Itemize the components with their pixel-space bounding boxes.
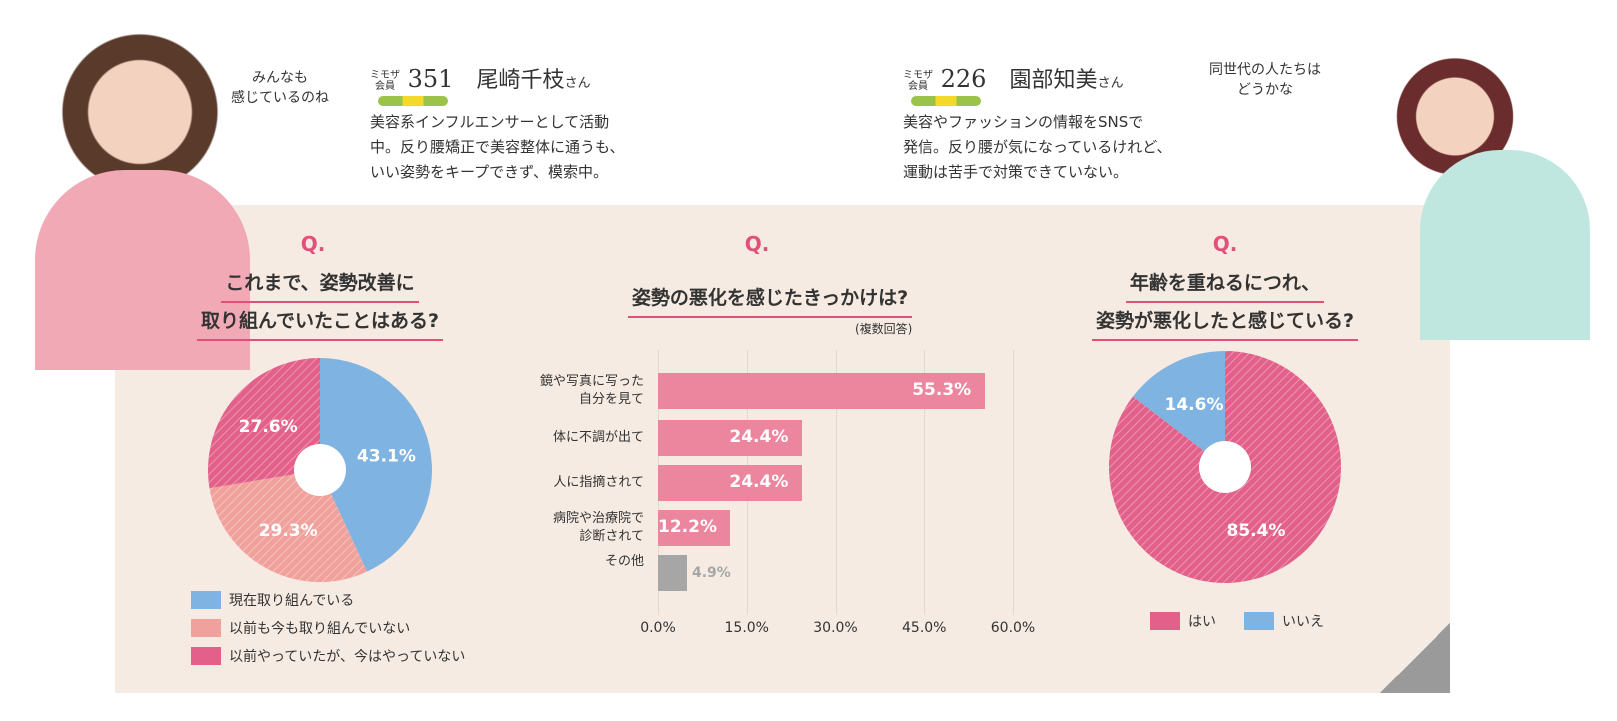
legend-item: 現在取り組んでいる xyxy=(191,590,465,610)
member-name: 園部知美さん xyxy=(1009,68,1124,93)
q3-marker: Q. xyxy=(1212,232,1238,256)
pie-value-label: 85.4% xyxy=(1227,521,1286,541)
q2-bar-chart: 0.0% 15.0% 30.0% 45.0% 60.0% 55.3% 鏡や写真に写った 自分を… xyxy=(480,350,1060,650)
legend-item: 以前も今も取り組んでいない xyxy=(191,618,465,638)
gridline xyxy=(1013,350,1014,615)
pie-center-hole xyxy=(294,444,346,496)
bar xyxy=(658,555,687,591)
category-label: 病院や治療院で 診断されて xyxy=(552,511,644,544)
bubble-line: みんなも xyxy=(252,70,308,86)
q1-marker: Q. xyxy=(300,232,326,256)
legend-swatch xyxy=(1244,612,1274,630)
legend-swatch xyxy=(191,619,221,637)
left-member-desc: 美容系インフルエンサーとして活動 中。反り腰矯正で美容整体に通うも、 いい姿勢をキー… xyxy=(370,113,625,181)
bar-value-label: 4.9% xyxy=(691,565,731,581)
bar-value-label: 24.4% xyxy=(729,472,789,492)
bar xyxy=(658,420,803,456)
left-speech-bubble: みんなも感じているのね xyxy=(225,68,335,108)
legend-item: いいえ xyxy=(1244,611,1324,631)
bar xyxy=(658,465,803,501)
x-tick-label: 30.0% xyxy=(813,620,858,636)
mimosa-icon xyxy=(378,96,448,106)
x-tick-label: 15.0% xyxy=(724,620,769,636)
legend-item: はい xyxy=(1150,611,1216,631)
category-label: その他 xyxy=(604,554,644,569)
legend-swatch xyxy=(191,647,221,665)
member-label: ミモザ 会員 xyxy=(903,69,933,92)
mimosa-icon xyxy=(911,96,981,106)
pie-value-label: 43.1% xyxy=(357,446,416,466)
pie-slice-hatch xyxy=(208,358,320,489)
bubble-line: 同世代の人たちは xyxy=(1209,62,1321,78)
member-number: 351 xyxy=(407,65,454,93)
category-label: 人に指摘されて xyxy=(553,475,644,490)
gridline xyxy=(835,350,837,615)
q3-pie-chart: 85.4% 14.6% xyxy=(1109,351,1341,583)
q1-legend: 現在取り組んでいる 以前も今も取り組んでいない 以前やっていたが、今はやっていな… xyxy=(191,590,465,666)
x-tick-label: 60.0% xyxy=(990,620,1036,636)
right-speech-bubble: 同世代の人たちは どうかな xyxy=(1195,60,1335,100)
pie-slice xyxy=(1132,351,1225,467)
bar-value-label: 55.3% xyxy=(912,380,972,400)
q2-note: (複数回答) xyxy=(855,322,913,336)
legend-swatch xyxy=(191,591,221,609)
right-person-body xyxy=(1420,150,1590,340)
left-person-body xyxy=(35,170,250,370)
q3-title: 年齢を重ねるにつれ、 姿勢が悪化したと感じている? xyxy=(1060,265,1390,341)
pie-slice-hatch xyxy=(209,470,368,582)
q1-pie-chart: 43.1% 29.3% 27.6% xyxy=(208,358,433,582)
member-number: 226 xyxy=(940,65,987,93)
page-curl xyxy=(1380,623,1450,693)
bar-value-label: 24.4% xyxy=(729,427,789,447)
gridline xyxy=(924,350,926,615)
x-tick-label: 0.0% xyxy=(640,620,676,636)
q1-title: これまで、姿勢改善に 取り組んでいたことはある? xyxy=(160,265,480,341)
bar-value-label: 12.2% xyxy=(658,517,717,537)
bar xyxy=(658,373,986,409)
pie-slice xyxy=(320,358,433,572)
member-label: ミモザ 会員 xyxy=(370,69,400,92)
pie-value-label: 14.6% xyxy=(1165,395,1224,415)
pie-center-hole xyxy=(1199,441,1251,493)
right-member-desc: 美容やファッションの情報をSNSで 発信。反り腰が気になっているけれど、 運動は苦手… xyxy=(903,113,1172,181)
bar xyxy=(658,510,731,546)
right-member-header: ミモザ 会員 226 園部知美さん xyxy=(903,62,1124,106)
legend-item: 以前やっていたが、今はやっていない xyxy=(191,646,465,666)
q2-title: 姿勢の悪化を感じたきっかけは? xyxy=(560,280,980,318)
bubble-line: どうかな xyxy=(1237,82,1293,98)
bubble-line: 感じているのね xyxy=(231,90,329,106)
category-label: 鏡や写真に写った 自分を見て xyxy=(539,374,644,407)
category-label: 体に不調が出て xyxy=(552,430,644,445)
member-name: 尾崎千枝さん xyxy=(476,68,591,93)
pie-value-label: 27.6% xyxy=(239,417,298,437)
left-member-header: ミモザ 会員 351 尾崎千枝さん xyxy=(370,62,591,106)
q3-legend: はい いいえ xyxy=(1150,611,1324,631)
pie-value-label: 29.3% xyxy=(259,521,318,541)
q2-marker: Q. xyxy=(744,232,770,256)
legend-swatch xyxy=(1150,612,1180,630)
x-tick-label: 45.0% xyxy=(902,620,947,636)
